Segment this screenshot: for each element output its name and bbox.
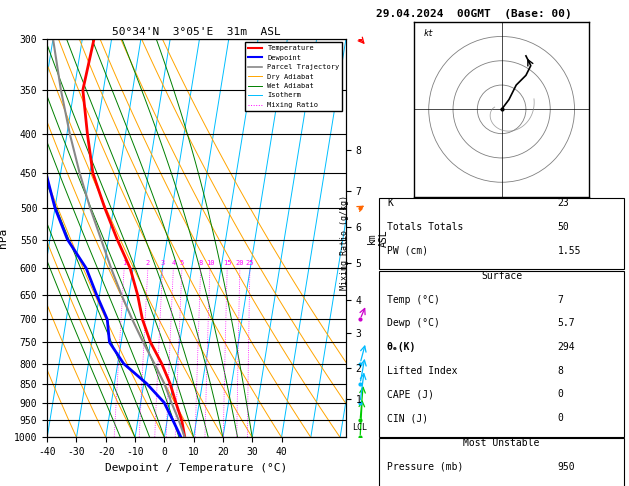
Text: 15: 15 xyxy=(223,260,231,266)
Legend: Temperature, Dewpoint, Parcel Trajectory, Dry Adiabat, Wet Adiabat, Isotherm, Mi: Temperature, Dewpoint, Parcel Trajectory… xyxy=(245,42,342,111)
Text: Temp (°C): Temp (°C) xyxy=(387,295,440,305)
Text: 2: 2 xyxy=(146,260,150,266)
Text: PW (cm): PW (cm) xyxy=(387,246,428,256)
Text: 7: 7 xyxy=(558,295,564,305)
Text: Surface: Surface xyxy=(481,271,522,281)
Text: 29.04.2024  00GMT  (Base: 00): 29.04.2024 00GMT (Base: 00) xyxy=(376,9,572,19)
Text: Dewp (°C): Dewp (°C) xyxy=(387,318,440,328)
Text: 50: 50 xyxy=(558,222,569,232)
Text: θₑ(K): θₑ(K) xyxy=(387,342,416,352)
Text: Mixing Ratio (g/kg): Mixing Ratio (g/kg) xyxy=(340,195,349,291)
Text: 23: 23 xyxy=(558,198,569,208)
Title: 50°34'N  3°05'E  31m  ASL: 50°34'N 3°05'E 31m ASL xyxy=(112,27,281,37)
Text: 1: 1 xyxy=(122,260,126,266)
Text: CAPE (J): CAPE (J) xyxy=(387,389,434,399)
Text: 8: 8 xyxy=(199,260,203,266)
Text: Pressure (mb): Pressure (mb) xyxy=(387,462,464,472)
Text: 25: 25 xyxy=(246,260,254,266)
Text: 950: 950 xyxy=(558,462,576,472)
Text: 3: 3 xyxy=(160,260,165,266)
Bar xyxy=(379,271,624,437)
Text: LCL: LCL xyxy=(352,423,367,432)
Text: 294: 294 xyxy=(558,342,576,352)
Text: 5.7: 5.7 xyxy=(558,318,576,328)
Text: Most Unstable: Most Unstable xyxy=(464,438,540,448)
Bar xyxy=(379,438,624,486)
Text: Lifted Index: Lifted Index xyxy=(387,365,457,376)
Text: 10: 10 xyxy=(206,260,214,266)
Text: 0: 0 xyxy=(558,389,564,399)
Text: Totals Totals: Totals Totals xyxy=(387,222,464,232)
Y-axis label: hPa: hPa xyxy=(0,228,8,248)
Text: 8: 8 xyxy=(558,365,564,376)
Text: CIN (J): CIN (J) xyxy=(387,413,428,423)
Text: kt: kt xyxy=(424,30,434,38)
Text: K: K xyxy=(387,198,393,208)
Text: 1.55: 1.55 xyxy=(558,246,581,256)
Y-axis label: km
ASL: km ASL xyxy=(367,229,389,247)
Text: 5: 5 xyxy=(180,260,184,266)
Text: 0: 0 xyxy=(558,413,564,423)
X-axis label: Dewpoint / Temperature (°C): Dewpoint / Temperature (°C) xyxy=(106,463,287,473)
Text: 20: 20 xyxy=(236,260,244,266)
Bar xyxy=(379,198,624,269)
Text: 4: 4 xyxy=(171,260,175,266)
